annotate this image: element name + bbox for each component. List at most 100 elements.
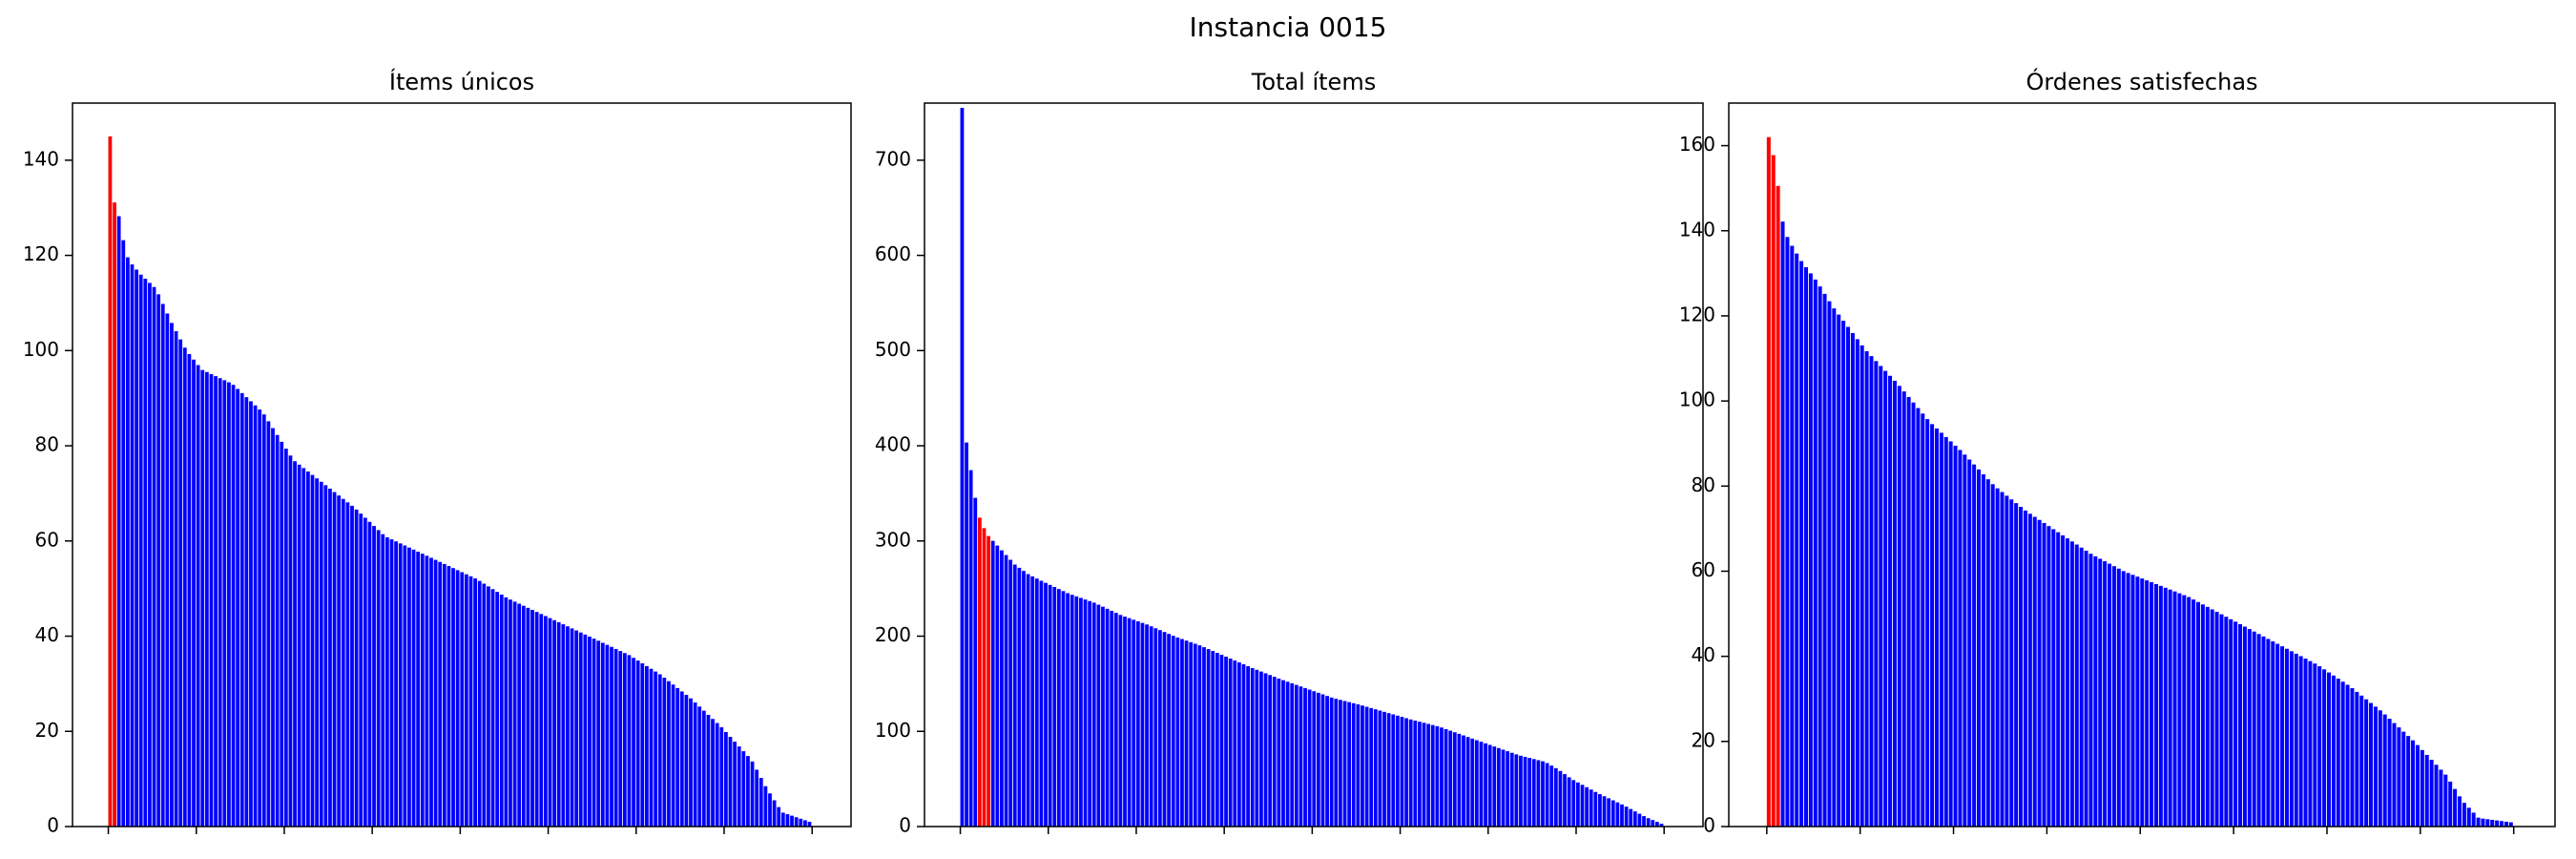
bar bbox=[1039, 580, 1044, 827]
bar bbox=[261, 414, 266, 827]
bar bbox=[2476, 817, 2481, 827]
bar bbox=[2177, 593, 2182, 827]
bar bbox=[1241, 663, 1246, 827]
bar bbox=[442, 563, 447, 827]
bar bbox=[1364, 706, 1369, 827]
bar bbox=[337, 495, 342, 827]
bar bbox=[1444, 728, 1448, 827]
bar bbox=[288, 455, 293, 827]
y-tick-label: 140 bbox=[23, 147, 59, 170]
bar bbox=[1418, 722, 1422, 827]
bar bbox=[2000, 492, 2005, 827]
bar bbox=[618, 651, 623, 827]
bar bbox=[2219, 614, 2224, 827]
bar bbox=[2168, 589, 2172, 827]
bar bbox=[398, 543, 403, 827]
bar bbox=[627, 655, 632, 827]
bar bbox=[2448, 781, 2453, 827]
bar bbox=[1083, 599, 1088, 827]
bar bbox=[1167, 634, 1171, 827]
bar bbox=[411, 549, 416, 827]
bar bbox=[1373, 709, 1378, 827]
bar bbox=[222, 380, 227, 827]
bar bbox=[1255, 669, 1259, 827]
y-tick-label: 80 bbox=[35, 433, 59, 456]
bar bbox=[2317, 666, 2322, 827]
bar bbox=[394, 541, 398, 827]
bar bbox=[350, 505, 354, 827]
bar bbox=[1386, 713, 1391, 827]
bar bbox=[1492, 746, 1497, 827]
bar bbox=[1158, 630, 1162, 827]
bar bbox=[1303, 687, 1307, 827]
bar bbox=[275, 434, 280, 827]
bar bbox=[125, 257, 130, 828]
bar bbox=[1642, 816, 1646, 827]
bar bbox=[1580, 785, 1585, 827]
panel-title: Órdenes satisfechas bbox=[2025, 67, 2257, 95]
bar bbox=[1523, 756, 1527, 827]
bar bbox=[1000, 550, 1004, 827]
axes-frame bbox=[1728, 102, 2556, 828]
bar bbox=[1911, 402, 1916, 827]
y-tick-label: 300 bbox=[875, 528, 911, 551]
bar bbox=[1316, 692, 1320, 827]
bar bbox=[1197, 645, 1202, 827]
bar bbox=[116, 216, 121, 828]
bar bbox=[2108, 563, 2112, 827]
bar bbox=[381, 534, 385, 827]
bar bbox=[1224, 657, 1228, 827]
bar bbox=[2466, 807, 2471, 827]
bar bbox=[640, 662, 645, 827]
bar bbox=[684, 695, 689, 827]
bar bbox=[2401, 731, 2406, 827]
bar bbox=[1342, 701, 1347, 827]
bar bbox=[2355, 691, 2359, 827]
bar bbox=[341, 498, 345, 827]
bar bbox=[2238, 623, 2243, 827]
bar bbox=[231, 385, 236, 827]
bar bbox=[121, 240, 126, 827]
bar bbox=[1298, 686, 1303, 827]
bar bbox=[1474, 740, 1479, 827]
bar bbox=[1531, 759, 1536, 827]
bar bbox=[2275, 643, 2280, 827]
bar bbox=[2079, 547, 2084, 827]
bar bbox=[2005, 495, 2009, 827]
bar bbox=[306, 471, 310, 827]
bar bbox=[1426, 723, 1431, 827]
bar bbox=[548, 618, 552, 827]
bar bbox=[2224, 617, 2229, 827]
bar bbox=[1527, 758, 1532, 827]
bar bbox=[1610, 800, 1615, 827]
bar bbox=[1766, 136, 1771, 828]
y-tick-label: 400 bbox=[875, 433, 911, 456]
bar bbox=[2042, 522, 2046, 827]
bar bbox=[741, 751, 746, 827]
bar bbox=[1339, 700, 1342, 827]
bar bbox=[1290, 682, 1295, 827]
bar bbox=[1012, 564, 1017, 827]
bar bbox=[1563, 774, 1567, 827]
bar bbox=[2084, 550, 2088, 827]
bar bbox=[1958, 450, 1963, 827]
bar bbox=[2093, 555, 2098, 827]
bar bbox=[160, 304, 165, 827]
bar bbox=[354, 509, 359, 827]
y-tick-label: 20 bbox=[35, 719, 59, 742]
bar bbox=[2032, 516, 2037, 827]
y-tick-label: 40 bbox=[35, 623, 59, 646]
bar bbox=[1659, 824, 1664, 827]
bar bbox=[1995, 488, 2000, 827]
bar bbox=[143, 279, 148, 828]
bar bbox=[266, 421, 271, 827]
bar bbox=[2192, 599, 2196, 827]
bar bbox=[794, 817, 799, 827]
bar bbox=[2294, 653, 2298, 827]
bar bbox=[995, 545, 1000, 827]
bar bbox=[610, 646, 613, 827]
bar bbox=[1088, 600, 1092, 827]
bar bbox=[1285, 681, 1290, 827]
bar bbox=[2457, 796, 2462, 827]
